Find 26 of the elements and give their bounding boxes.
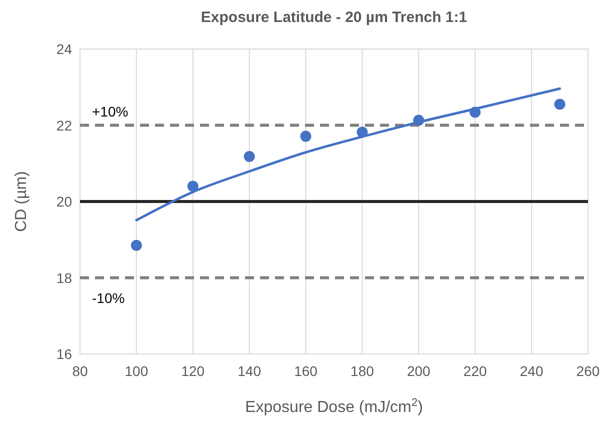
annotation: -10% [92, 290, 125, 306]
x-tick-label: 100 [124, 363, 148, 379]
point [130, 240, 142, 251]
y-axis-title: CD (µm) [13, 171, 30, 232]
y-tick-label: 24 [56, 41, 72, 57]
annotation: +10% [92, 103, 128, 120]
point [554, 98, 566, 110]
x-tick-label: 160 [294, 363, 318, 379]
point [187, 180, 198, 192]
x-tick-label: 140 [238, 363, 262, 379]
y-tick-label: 22 [56, 117, 72, 134]
x-tick-label: 220 [463, 363, 488, 379]
x-tick-label: 180 [350, 363, 374, 379]
y-tick-label: 18 [56, 270, 72, 286]
y-tick-label: 16 [56, 346, 72, 362]
line-series [135, 87, 562, 222]
point [300, 130, 312, 142]
x-tick-label: 260 [576, 363, 600, 379]
y-tick-label: 20 [56, 194, 72, 210]
chart-title: Exposure Latitude - 20 µm Trench 1:1 [200, 9, 468, 26]
x-axis-title: Exposure Dose (mJ/cm$^{2}$) [245, 397, 423, 416]
x-tick-label: 240 [520, 363, 544, 379]
x-tick-label: 80 [72, 363, 88, 379]
x-tick-label: 200 [406, 363, 431, 379]
point [244, 151, 255, 162]
x-tick-label: 120 [181, 363, 205, 379]
